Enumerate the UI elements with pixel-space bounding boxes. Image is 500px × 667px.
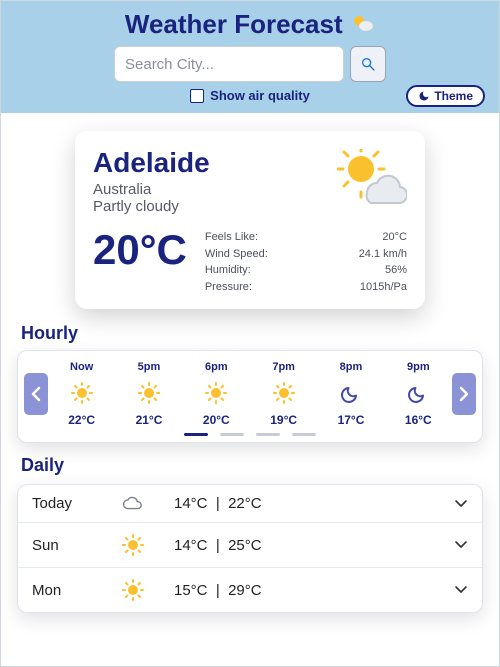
hourly-items: Now 22°C 5pm 21°C 6pm 20°C 7pm 19°C 8pm 17°C 9pm 16… [48,361,452,427]
hourly-next-button[interactable] [452,373,476,415]
body: Adelaide Australia Partly cloudy [1,113,499,666]
sunny-icon [204,381,228,405]
detail-row: Wind Speed:24.1 km/h [205,246,407,263]
search-row [13,46,487,82]
detail-row: Pressure:1015h/Pa [205,279,407,296]
hourly-title: Hourly [21,323,483,344]
weather-app: Weather Forecast Show air quality [0,0,500,667]
daily-row[interactable]: Today 14°C | 22°C [18,485,482,523]
hourly-item[interactable]: 7pm 19°C [257,361,311,427]
sunny-icon [70,381,94,405]
page-title: Weather Forecast [125,9,343,40]
condition-text: Partly cloudy [93,198,210,215]
hour-temp: 19°C [270,413,297,427]
moon-icon [406,381,430,405]
day-name: Sun [32,537,106,554]
country-name: Australia [93,181,210,198]
partly-cloudy-icon [351,12,375,36]
chevron-down-icon [454,499,468,509]
day-temps: 15°C | 29°C [160,582,454,599]
chevron-right-icon [459,386,469,402]
cloud-icon [106,495,160,512]
partly-cloudy-icon [337,147,407,215]
hourly-prev-button[interactable] [24,373,48,415]
hour-temp: 22°C [68,413,95,427]
hour-label: 7pm [272,361,295,373]
daily-card: Today 14°C | 22°C Sun 14°C | 25°C Mon 15°C | … [17,484,483,613]
air-quality-label: Show air quality [210,88,310,103]
daily-title: Daily [21,455,483,476]
sunny-icon [272,381,296,405]
hour-temp: 16°C [405,413,432,427]
moon-icon [418,90,430,102]
hourly-card: Now 22°C 5pm 21°C 6pm 20°C 7pm 19°C 8pm 17°C 9pm 16… [17,350,483,443]
hourly-pagination [24,433,476,436]
hour-label: 8pm [340,361,363,373]
hour-label: 5pm [138,361,161,373]
daily-row[interactable]: Sun 14°C | 25°C [18,523,482,568]
sunny-icon [137,381,161,405]
day-name: Mon [32,582,106,599]
chevron-down-icon [454,585,468,595]
current-weather-card: Adelaide Australia Partly cloudy [75,131,425,309]
day-temps: 14°C | 22°C [160,495,454,512]
sunny-icon [106,578,160,602]
city-name: Adelaide [93,147,210,179]
search-button[interactable] [350,46,386,82]
hour-label: 6pm [205,361,228,373]
hour-temp: 21°C [136,413,163,427]
detail-row: Feels Like:20°C [205,229,407,246]
pagination-dot[interactable] [220,433,244,436]
hour-temp: 20°C [203,413,230,427]
detail-row: Humidity:56% [205,262,407,279]
hourly-item[interactable]: 6pm 20°C [189,361,243,427]
pagination-dot[interactable] [184,433,208,436]
daily-row[interactable]: Mon 15°C | 29°C [18,568,482,612]
sunny-icon [106,533,160,557]
current-temp: 20°C [93,229,187,271]
hourly-item[interactable]: 5pm 21°C [122,361,176,427]
theme-button[interactable]: Theme [406,85,485,107]
pagination-dot[interactable] [256,433,280,436]
chevron-left-icon [31,386,41,402]
hourly-item[interactable]: 8pm 17°C [324,361,378,427]
search-icon [360,56,376,72]
moon-icon [339,381,363,405]
theme-button-label: Theme [434,89,473,103]
pagination-dot[interactable] [292,433,316,436]
hour-label: 9pm [407,361,430,373]
hour-temp: 17°C [338,413,365,427]
current-details: Feels Like:20°C Wind Speed:24.1 km/h Hum… [205,229,407,295]
header: Weather Forecast Show air quality [1,1,499,113]
chevron-down-icon [454,540,468,550]
day-temps: 14°C | 25°C [160,537,454,554]
hourly-item[interactable]: 9pm 16°C [391,361,445,427]
title-row: Weather Forecast [13,9,487,40]
hour-label: Now [70,361,93,373]
search-input[interactable] [114,46,344,82]
air-quality-checkbox[interactable] [190,89,204,103]
hourly-item[interactable]: Now 22°C [55,361,109,427]
day-name: Today [32,495,106,512]
